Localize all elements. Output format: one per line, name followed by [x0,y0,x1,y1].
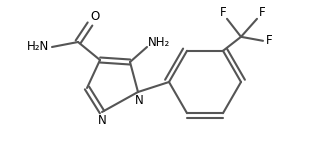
Text: F: F [259,6,265,19]
Text: F: F [220,6,226,19]
Text: N: N [135,93,143,106]
Text: O: O [90,11,99,24]
Text: NH₂: NH₂ [148,36,170,48]
Text: F: F [266,34,272,47]
Text: H₂N: H₂N [27,40,49,54]
Text: N: N [98,114,106,126]
